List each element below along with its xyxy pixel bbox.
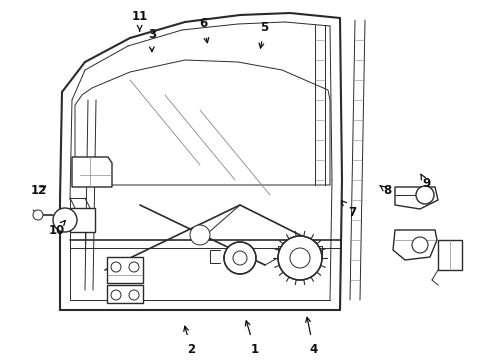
Polygon shape xyxy=(393,230,437,260)
Circle shape xyxy=(111,262,121,272)
Polygon shape xyxy=(107,285,143,303)
Text: 8: 8 xyxy=(380,184,391,197)
Polygon shape xyxy=(70,208,95,232)
Circle shape xyxy=(190,225,210,245)
Polygon shape xyxy=(438,240,462,270)
Text: 10: 10 xyxy=(48,221,65,237)
Circle shape xyxy=(278,236,322,280)
Text: 5: 5 xyxy=(259,21,269,48)
Text: 3: 3 xyxy=(148,28,156,51)
Text: 7: 7 xyxy=(342,201,357,219)
Text: 12: 12 xyxy=(31,184,48,197)
Circle shape xyxy=(129,290,139,300)
Polygon shape xyxy=(107,257,143,283)
Text: 11: 11 xyxy=(131,10,148,31)
Text: 4: 4 xyxy=(306,317,318,356)
Polygon shape xyxy=(395,187,438,209)
Circle shape xyxy=(53,208,77,232)
Polygon shape xyxy=(72,157,112,187)
Circle shape xyxy=(33,210,43,220)
Circle shape xyxy=(412,237,428,253)
Circle shape xyxy=(129,262,139,272)
Circle shape xyxy=(224,242,256,274)
Circle shape xyxy=(111,290,121,300)
Text: 6: 6 xyxy=(199,17,209,43)
Text: 1: 1 xyxy=(245,321,259,356)
Text: 9: 9 xyxy=(421,174,430,190)
Circle shape xyxy=(416,186,434,204)
Text: 2: 2 xyxy=(184,326,195,356)
